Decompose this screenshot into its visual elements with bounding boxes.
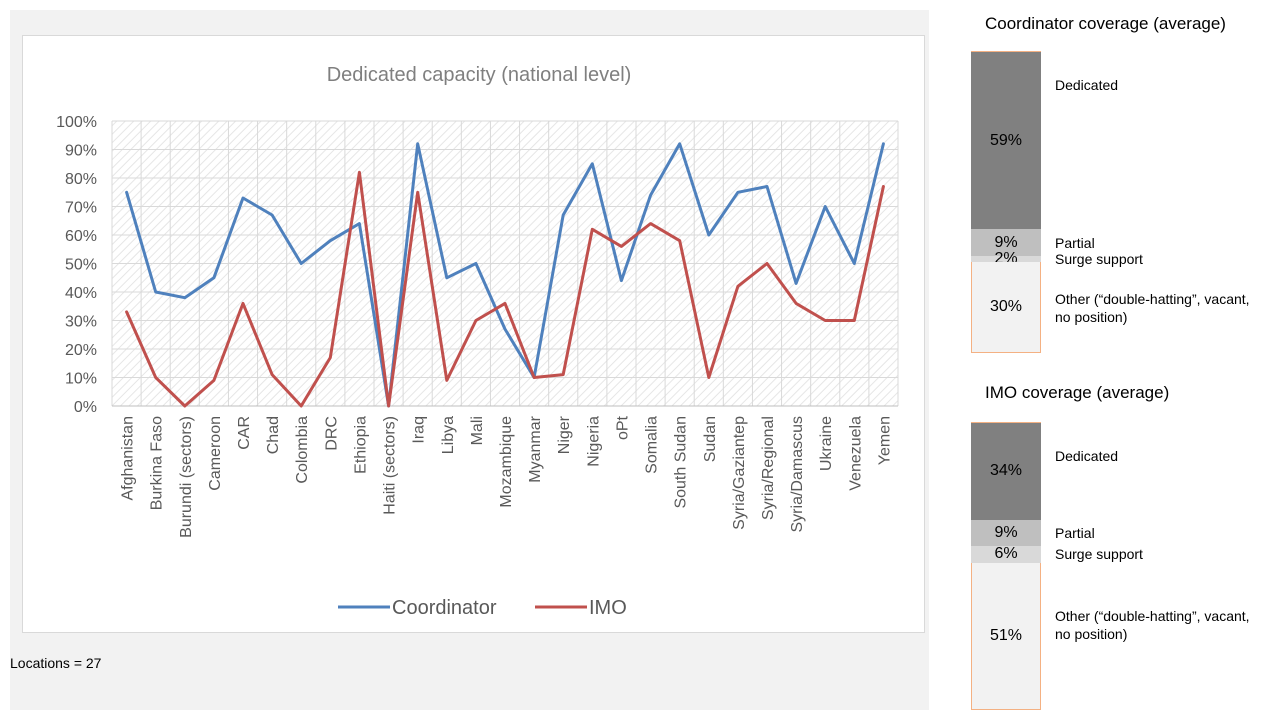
x-tick-label: Somalia — [644, 416, 661, 474]
x-tick-label: CAR — [236, 416, 253, 450]
x-tick-label: Colombia — [294, 416, 311, 484]
y-tick-label: 0% — [74, 399, 97, 416]
x-tick-label: Burkina Faso — [149, 416, 166, 510]
imo-segment-3: 51% — [971, 563, 1041, 710]
imo-segment-1: 9% — [971, 519, 1041, 546]
chart-area: Dedicated capacity (national level) 0% 10… — [22, 35, 925, 633]
imo-segment-0: 34% — [971, 422, 1041, 520]
y-tick-label: 100% — [56, 114, 97, 131]
x-tick-label: Iraq — [411, 416, 428, 444]
line-chart: Dedicated capacity (national level) 0% 10… — [56, 64, 899, 619]
imo-label-2: Surge support — [1055, 546, 1143, 563]
imo-label-0: Dedicated — [1055, 448, 1119, 464]
coordinator-label-0: Dedicated — [1055, 77, 1119, 93]
x-tick-label: Syria/Damascus — [789, 416, 806, 532]
y-tick-label: 10% — [65, 371, 97, 388]
imo-coverage-title: IMO coverage (average) — [985, 383, 1170, 402]
y-tick-label: 90% — [65, 143, 97, 160]
x-tick-label: Nigeria — [585, 416, 602, 467]
imo-coverage-bar: 34% 9% 6% 51% — [971, 422, 1041, 710]
x-tick-label: Cameroon — [207, 416, 224, 491]
coordinator-coverage-title: Coordinator coverage (average) — [985, 14, 1226, 33]
x-tick-label: Ukraine — [818, 416, 835, 471]
x-tick-label: Myanmar — [527, 415, 544, 482]
coordinator-segment-0: 59% — [971, 51, 1041, 230]
x-tick-label: Yemen — [876, 416, 893, 465]
x-tick-label: Ethiopia — [352, 416, 369, 474]
y-tick-label: 60% — [65, 228, 97, 245]
x-tick-label: Haiti (sectors) — [382, 416, 399, 515]
coordinator-coverage-bar: 59% 9% 2% 30% — [971, 51, 1041, 353]
x-tick-label: Libya — [440, 416, 457, 454]
y-tick-label: 40% — [65, 285, 97, 302]
y-tick-label: 30% — [65, 314, 97, 331]
x-tick-label: Mozambique — [498, 416, 515, 508]
x-tick-label: Niger — [556, 415, 573, 454]
x-tick-label: South Sudan — [673, 416, 690, 509]
y-tick-label: 80% — [65, 171, 97, 188]
x-tick-label: Afghanistan — [120, 416, 137, 501]
coordinator-label-2: Surge support — [1055, 251, 1143, 268]
series-line-imo — [125, 170, 885, 408]
y-tick-label: 70% — [65, 200, 97, 217]
x-tick-label: Burundi (sectors) — [178, 416, 195, 538]
imo-label-3: Other (“double-hatting”, vacant, no posi… — [1055, 608, 1250, 643]
x-tick-label: Chad — [265, 416, 282, 454]
coordinator-label-3: Other (“double-hatting”, vacant, no posi… — [1055, 290, 1250, 325]
left-panel: Dedicated capacity (national level) 0% 10… — [10, 10, 929, 710]
coordinator-segment-1: 9% — [971, 229, 1041, 257]
y-tick-label: 50% — [65, 257, 97, 274]
x-tick-label: Syria/Gaziantep — [731, 416, 748, 530]
x-tick-label: DRC — [323, 416, 340, 451]
locations-note: Locations = 27 — [10, 655, 102, 671]
imo-label-1: Partial — [1055, 524, 1095, 541]
series-line-coordinator — [125, 142, 885, 408]
imo-segment-2: 6% — [971, 545, 1041, 564]
coordinator-label-1: Partial — [1055, 234, 1095, 251]
x-tick-label: oPt — [614, 415, 631, 440]
chart-title: Dedicated capacity (national level) — [327, 64, 632, 86]
x-tick-label: Mali — [469, 416, 486, 445]
legend-label-coordinator: Coordinator — [392, 597, 497, 619]
coordinator-segment-3: 30% — [971, 262, 1041, 353]
x-tick-label: Venezuela — [847, 416, 864, 491]
legend-label-imo: IMO — [589, 597, 627, 619]
y-tick-label: 20% — [65, 342, 97, 359]
x-tick-label: Syria/Regional — [760, 416, 777, 520]
x-tick-label: Sudan — [702, 416, 719, 462]
